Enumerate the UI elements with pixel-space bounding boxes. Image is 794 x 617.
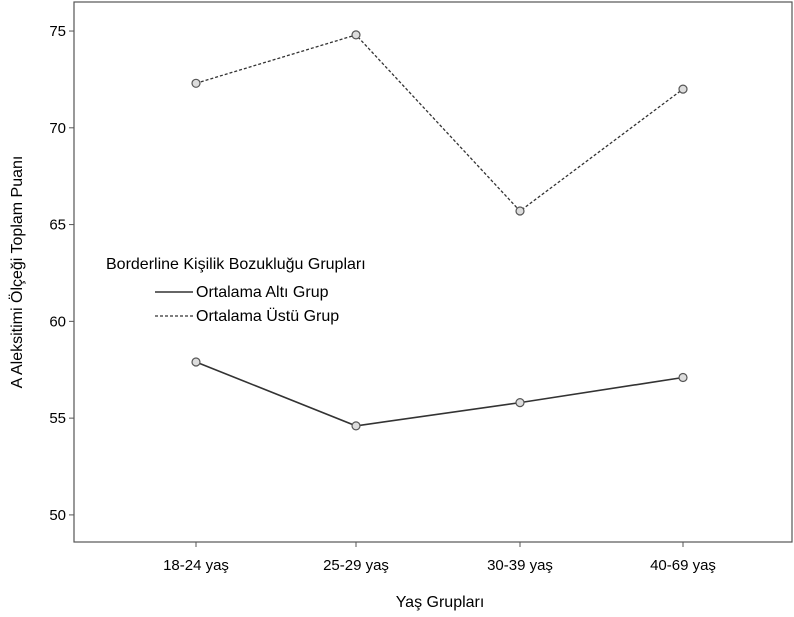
data-point: [191, 357, 201, 367]
data-point: [515, 206, 525, 216]
data-point: [678, 84, 688, 94]
y-tick-label: 50: [49, 507, 66, 524]
legend-label: Ortalama Altı Grup: [196, 284, 329, 301]
y-axis: 50 55 60 65 70 75: [49, 23, 74, 524]
series-line-1: [195, 361, 684, 427]
y-tick-label: 75: [49, 23, 66, 40]
y-tick-label: 70: [49, 120, 66, 137]
series-line-2: [195, 34, 684, 212]
x-axis: 18-24 yaş 25-29 yaş 30-39 yaş 40-69 yaş: [163, 542, 716, 574]
x-tick-label: 18-24 yaş: [163, 557, 229, 574]
data-point: [191, 78, 201, 88]
data-point: [515, 398, 525, 408]
legend-title: Borderline Kişilik Bozukluğu Grupları: [106, 256, 366, 273]
data-point: [351, 421, 361, 431]
x-axis-title: Yaş Grupları: [396, 594, 485, 611]
data-point: [678, 372, 688, 383]
y-axis-title: A Aleksitimi Ölçeği Toplam Puanı: [8, 156, 26, 389]
data-point: [351, 30, 361, 40]
x-tick-label: 40-69 yaş: [650, 557, 716, 574]
y-tick-label: 65: [49, 217, 66, 234]
x-tick-label: 30-39 yaş: [487, 557, 553, 574]
series-layer: [191, 30, 688, 431]
x-tick-label: 25-29 yaş: [323, 557, 389, 574]
legend-items: Ortalama Altı Grup Ortalama Üstü Grup: [155, 284, 339, 325]
y-tick-label: 60: [49, 313, 66, 330]
legend-label: Ortalama Üstü Grup: [196, 307, 339, 325]
plot-frame: [73, 1, 793, 543]
y-tick-label: 55: [49, 410, 66, 427]
legend: Borderline Kişilik Bozukluğu Grupları Or…: [106, 256, 366, 325]
